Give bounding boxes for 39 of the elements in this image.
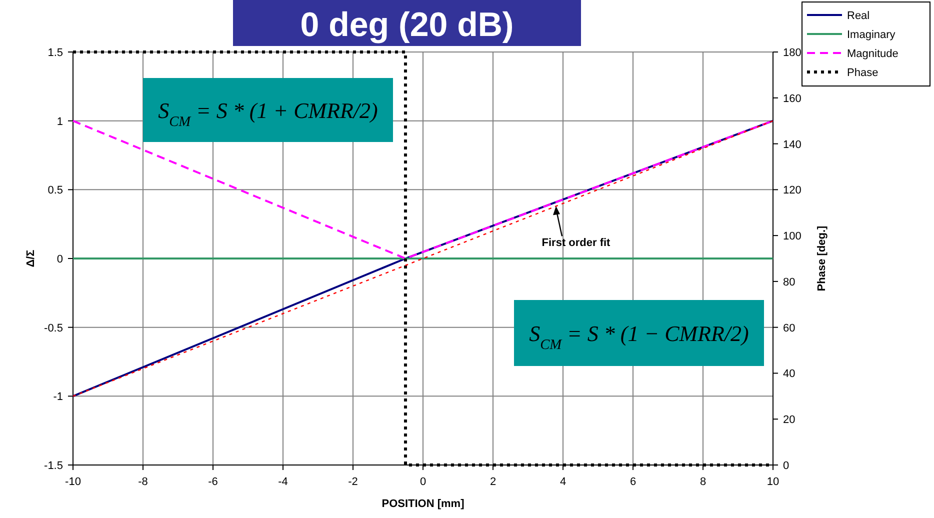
legend-label: Magnitude <box>847 48 898 60</box>
y-tick-label: -1.5 <box>44 460 63 472</box>
x-tick-label: -8 <box>138 476 148 488</box>
x-tick-label: 8 <box>700 476 706 488</box>
y-tick-label: 1.5 <box>48 47 63 59</box>
y-tick-label: -0.5 <box>44 322 63 334</box>
y2-tick-label: 140 <box>783 138 802 151</box>
y2-tick-label: 180 <box>783 47 802 59</box>
x-tick-label: -6 <box>208 476 218 488</box>
y-tick-label: -1 <box>53 391 63 404</box>
x-tick-label: 4 <box>560 476 566 488</box>
legend-label: Phase <box>847 67 878 79</box>
x-tick-label: -2 <box>348 476 358 488</box>
annotation: First order fit <box>542 237 611 250</box>
y-tick-label: 0 <box>56 254 63 266</box>
y2-tick-label: 0 <box>783 460 790 472</box>
y2-axis-title: Phase [deg.] <box>816 225 828 292</box>
y2-tick-label: 40 <box>783 368 796 380</box>
x-tick-label: 2 <box>490 476 496 488</box>
y2-tick-label: 20 <box>783 414 796 426</box>
y2-tick-label: 100 <box>783 230 802 243</box>
x-axis-title: POSITION [mm] <box>382 498 465 510</box>
legend-label: Imaginary <box>847 29 896 41</box>
y2-tick-label: 160 <box>783 92 802 105</box>
y-axis-title: Δ/Σ <box>25 249 37 268</box>
y2-tick-label: 120 <box>783 184 802 197</box>
legend-label: Real <box>847 10 870 22</box>
x-tick-label: 6 <box>630 476 636 488</box>
y-tick-label: 0.5 <box>48 184 63 197</box>
chart-title: 0 deg (20 dB) <box>300 6 514 44</box>
y2-tick-label: 80 <box>783 276 796 288</box>
y-tick-label: 1 <box>56 116 63 128</box>
annotation: S$_{CM}$ = S * (1 − CMRR/2) <box>529 321 749 353</box>
annotation: S$_{CM}$ = S * (1 + CMRR/2) <box>158 98 378 130</box>
x-tick-label: -4 <box>278 476 288 488</box>
x-tick-label: -10 <box>65 476 81 488</box>
y2-tick-label: 60 <box>783 322 796 334</box>
x-tick-label: 10 <box>766 476 780 488</box>
x-tick-label: 0 <box>420 476 426 488</box>
